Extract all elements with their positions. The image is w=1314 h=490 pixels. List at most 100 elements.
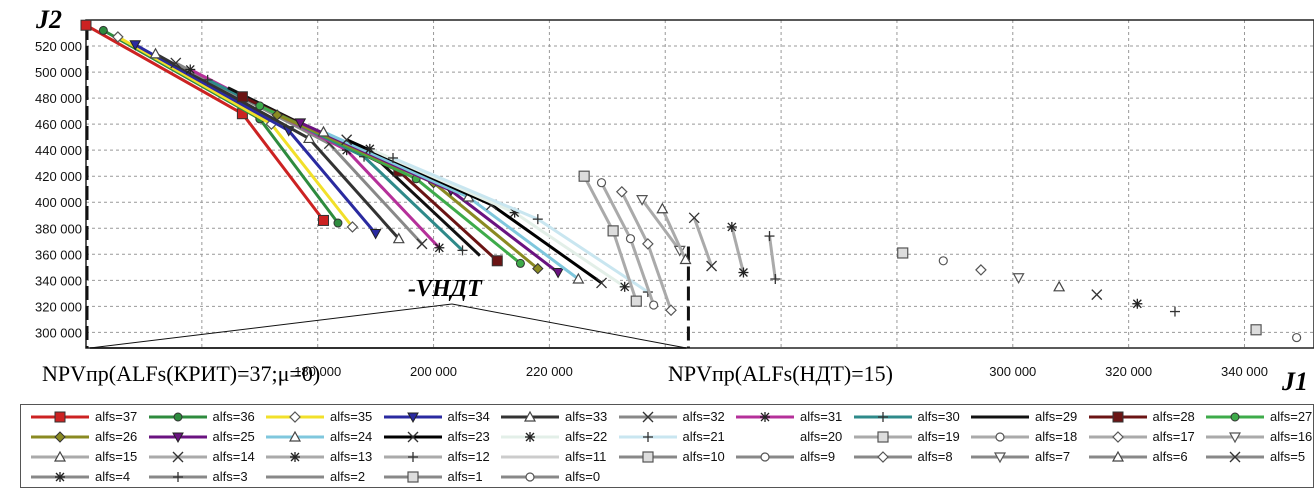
- legend-swatch: [1206, 412, 1264, 422]
- series-alfs-12: [764, 231, 781, 285]
- legend-item: alfs=9: [734, 447, 850, 467]
- legend-label: alfs=6: [1152, 449, 1188, 464]
- data-point: [615, 185, 628, 198]
- legend-item: alfs=32: [617, 407, 733, 427]
- legend-item: alfs=7: [969, 447, 1085, 467]
- legend-item: alfs=2: [264, 467, 380, 487]
- data-point: [1292, 332, 1302, 343]
- data-point: [995, 432, 1005, 442]
- data-point: [665, 304, 677, 317]
- data-point: [760, 412, 770, 422]
- legend-swatch: [501, 410, 559, 422]
- y-tick-label: 440 000: [35, 143, 82, 158]
- legend-item: alfs=28: [1087, 407, 1203, 427]
- legend-swatch: [383, 452, 442, 462]
- data-point: [1091, 289, 1103, 301]
- legend-swatch: [618, 432, 677, 442]
- data-point: [364, 143, 375, 154]
- data-point: [457, 245, 468, 256]
- data-point: [255, 101, 265, 111]
- legend-label: alfs=7: [1035, 449, 1071, 464]
- data-point: [407, 431, 418, 443]
- data-point: [341, 134, 353, 146]
- data-point: [679, 253, 692, 265]
- legend-label: alfs=9: [800, 449, 836, 464]
- series-line: [640, 198, 681, 252]
- data-point: [578, 170, 590, 182]
- data-point: [406, 412, 419, 424]
- series-alfs-15: [656, 202, 692, 265]
- legend-item: alfs=17: [1087, 427, 1203, 447]
- data-point: [1112, 411, 1123, 423]
- series-alfs-7: [1012, 273, 1025, 284]
- legend-label: alfs=32: [682, 409, 725, 424]
- y-tick-label: 300 000: [35, 325, 82, 340]
- legend-item: alfs=36: [147, 407, 263, 427]
- y-tick-label: 480 000: [35, 91, 82, 106]
- legend-label: alfs=26: [95, 429, 138, 444]
- series-alfs-35: [112, 31, 359, 233]
- series-alfs-8: [975, 264, 987, 276]
- legend-swatch: [148, 412, 207, 422]
- series-alfs-3: [1169, 306, 1180, 317]
- v-ndt-label: -VНДТ: [408, 276, 483, 302]
- legend-label: alfs=19: [917, 429, 960, 444]
- data-point: [202, 74, 213, 85]
- series-alfs-10: [897, 247, 909, 259]
- legend-label: alfs=14: [212, 449, 255, 464]
- data-point: [975, 264, 987, 276]
- series-alfs-16: [636, 195, 686, 257]
- data-point: [172, 451, 183, 463]
- y-tick-label: 400 000: [35, 195, 82, 210]
- data-point: [288, 430, 302, 442]
- data-point: [764, 231, 775, 242]
- x-tick-label: 200 000: [410, 364, 457, 379]
- series-alfs-6: [1053, 280, 1066, 292]
- legend-swatch: [148, 451, 207, 463]
- legend-label: alfs=36: [212, 409, 255, 424]
- legend-label: alfs=15: [95, 449, 138, 464]
- data-point: [1169, 306, 1180, 317]
- legend-swatch: [1088, 431, 1147, 443]
- legend-label: alfs=17: [1152, 429, 1195, 444]
- data-point: [185, 64, 196, 75]
- legend-swatch: [618, 411, 677, 423]
- legend-label: alfs=16: [1270, 429, 1313, 444]
- data-point: [649, 300, 659, 310]
- legend-item: alfs=4: [29, 467, 145, 487]
- legend-label: alfs=35: [330, 409, 373, 424]
- data-point: [760, 452, 770, 462]
- data-point: [552, 268, 564, 279]
- legend-swatch: [266, 452, 324, 462]
- data-point: [112, 31, 124, 43]
- legend-item: alfs=15: [29, 447, 145, 467]
- series-alfs-5: [1091, 289, 1103, 301]
- data-point: [369, 228, 382, 240]
- legend-item: alfs=1: [382, 467, 498, 487]
- legend-swatch: [383, 471, 442, 483]
- legend-swatch: [383, 412, 442, 424]
- data-point: [1053, 280, 1066, 292]
- y-tick-label: 500 000: [35, 65, 82, 80]
- legend-label: alfs=28: [1152, 409, 1195, 424]
- y-tick-label: 520 000: [35, 39, 82, 54]
- data-point: [171, 432, 184, 444]
- data-point: [317, 214, 329, 226]
- data-point: [688, 212, 700, 224]
- legend-swatch: [383, 431, 442, 443]
- data-point: [877, 412, 888, 422]
- legend-swatch: [1088, 450, 1147, 462]
- legend-item: alfs=18: [969, 427, 1085, 447]
- legend-label: alfs=4: [95, 469, 131, 484]
- series-line: [259, 104, 522, 265]
- legend-item: alfs=14: [147, 447, 263, 467]
- series-line: [768, 235, 777, 280]
- series-alfs-18: [596, 178, 659, 310]
- data-point: [938, 256, 948, 266]
- legend-label: alfs=21: [682, 429, 725, 444]
- data-point: [525, 432, 535, 442]
- data-point: [525, 472, 535, 482]
- legend-swatch: [971, 452, 1029, 464]
- data-point: [1230, 412, 1240, 422]
- series-alfs-14: [688, 212, 718, 272]
